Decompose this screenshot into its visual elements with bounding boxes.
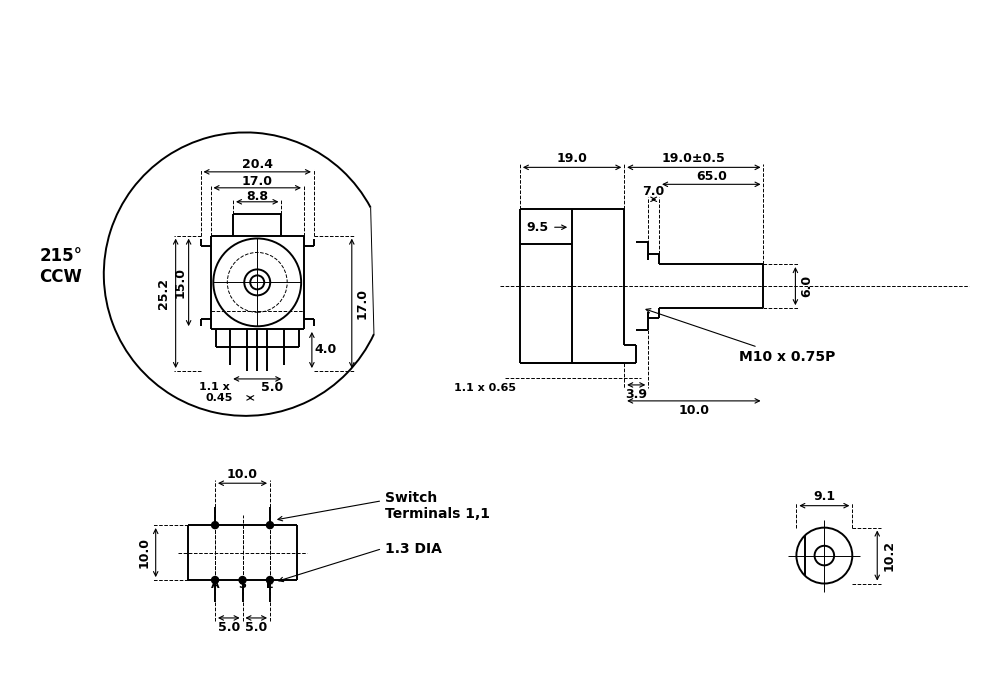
- Text: 9.1: 9.1: [813, 490, 835, 503]
- Text: 10.2: 10.2: [883, 540, 896, 571]
- Text: 215°
CCW: 215° CCW: [39, 247, 82, 285]
- Text: 5.0: 5.0: [261, 381, 283, 395]
- Text: 4.0: 4.0: [315, 343, 337, 357]
- Text: 20.4: 20.4: [242, 158, 273, 171]
- Text: S: S: [239, 580, 247, 590]
- Circle shape: [239, 576, 246, 583]
- Text: 17.0: 17.0: [242, 176, 273, 189]
- Text: 15.0: 15.0: [173, 267, 186, 298]
- Circle shape: [266, 576, 273, 583]
- Text: 10.0: 10.0: [227, 468, 258, 481]
- Text: 19.0: 19.0: [557, 152, 588, 165]
- Circle shape: [212, 576, 219, 583]
- Text: A: A: [211, 580, 219, 590]
- Text: 9.5: 9.5: [527, 220, 549, 234]
- Text: 3.9: 3.9: [625, 388, 647, 401]
- Text: 1.3 DIA: 1.3 DIA: [385, 542, 442, 556]
- Text: 7.0: 7.0: [643, 184, 665, 198]
- Text: 25.2: 25.2: [157, 278, 170, 309]
- Text: E: E: [266, 580, 274, 590]
- Text: 1.1 x 0.65: 1.1 x 0.65: [454, 383, 516, 393]
- Text: 19.0±0.5: 19.0±0.5: [662, 152, 726, 165]
- Circle shape: [212, 522, 219, 529]
- Text: 65.0: 65.0: [696, 170, 727, 183]
- Text: M10 x 0.75P: M10 x 0.75P: [646, 309, 835, 364]
- Text: Switch
Terminals 1,1: Switch Terminals 1,1: [385, 491, 490, 521]
- Text: 0.45: 0.45: [206, 393, 233, 403]
- Circle shape: [266, 522, 273, 529]
- Text: 17.0: 17.0: [355, 288, 368, 319]
- Text: 10.0: 10.0: [137, 537, 150, 568]
- Text: 5.0: 5.0: [245, 621, 267, 634]
- Text: 1.1 x: 1.1 x: [199, 382, 229, 392]
- Text: 5.0: 5.0: [218, 621, 240, 634]
- Text: 8.8: 8.8: [246, 190, 268, 203]
- Text: 6.0: 6.0: [800, 275, 813, 297]
- Text: 10.0: 10.0: [678, 404, 709, 417]
